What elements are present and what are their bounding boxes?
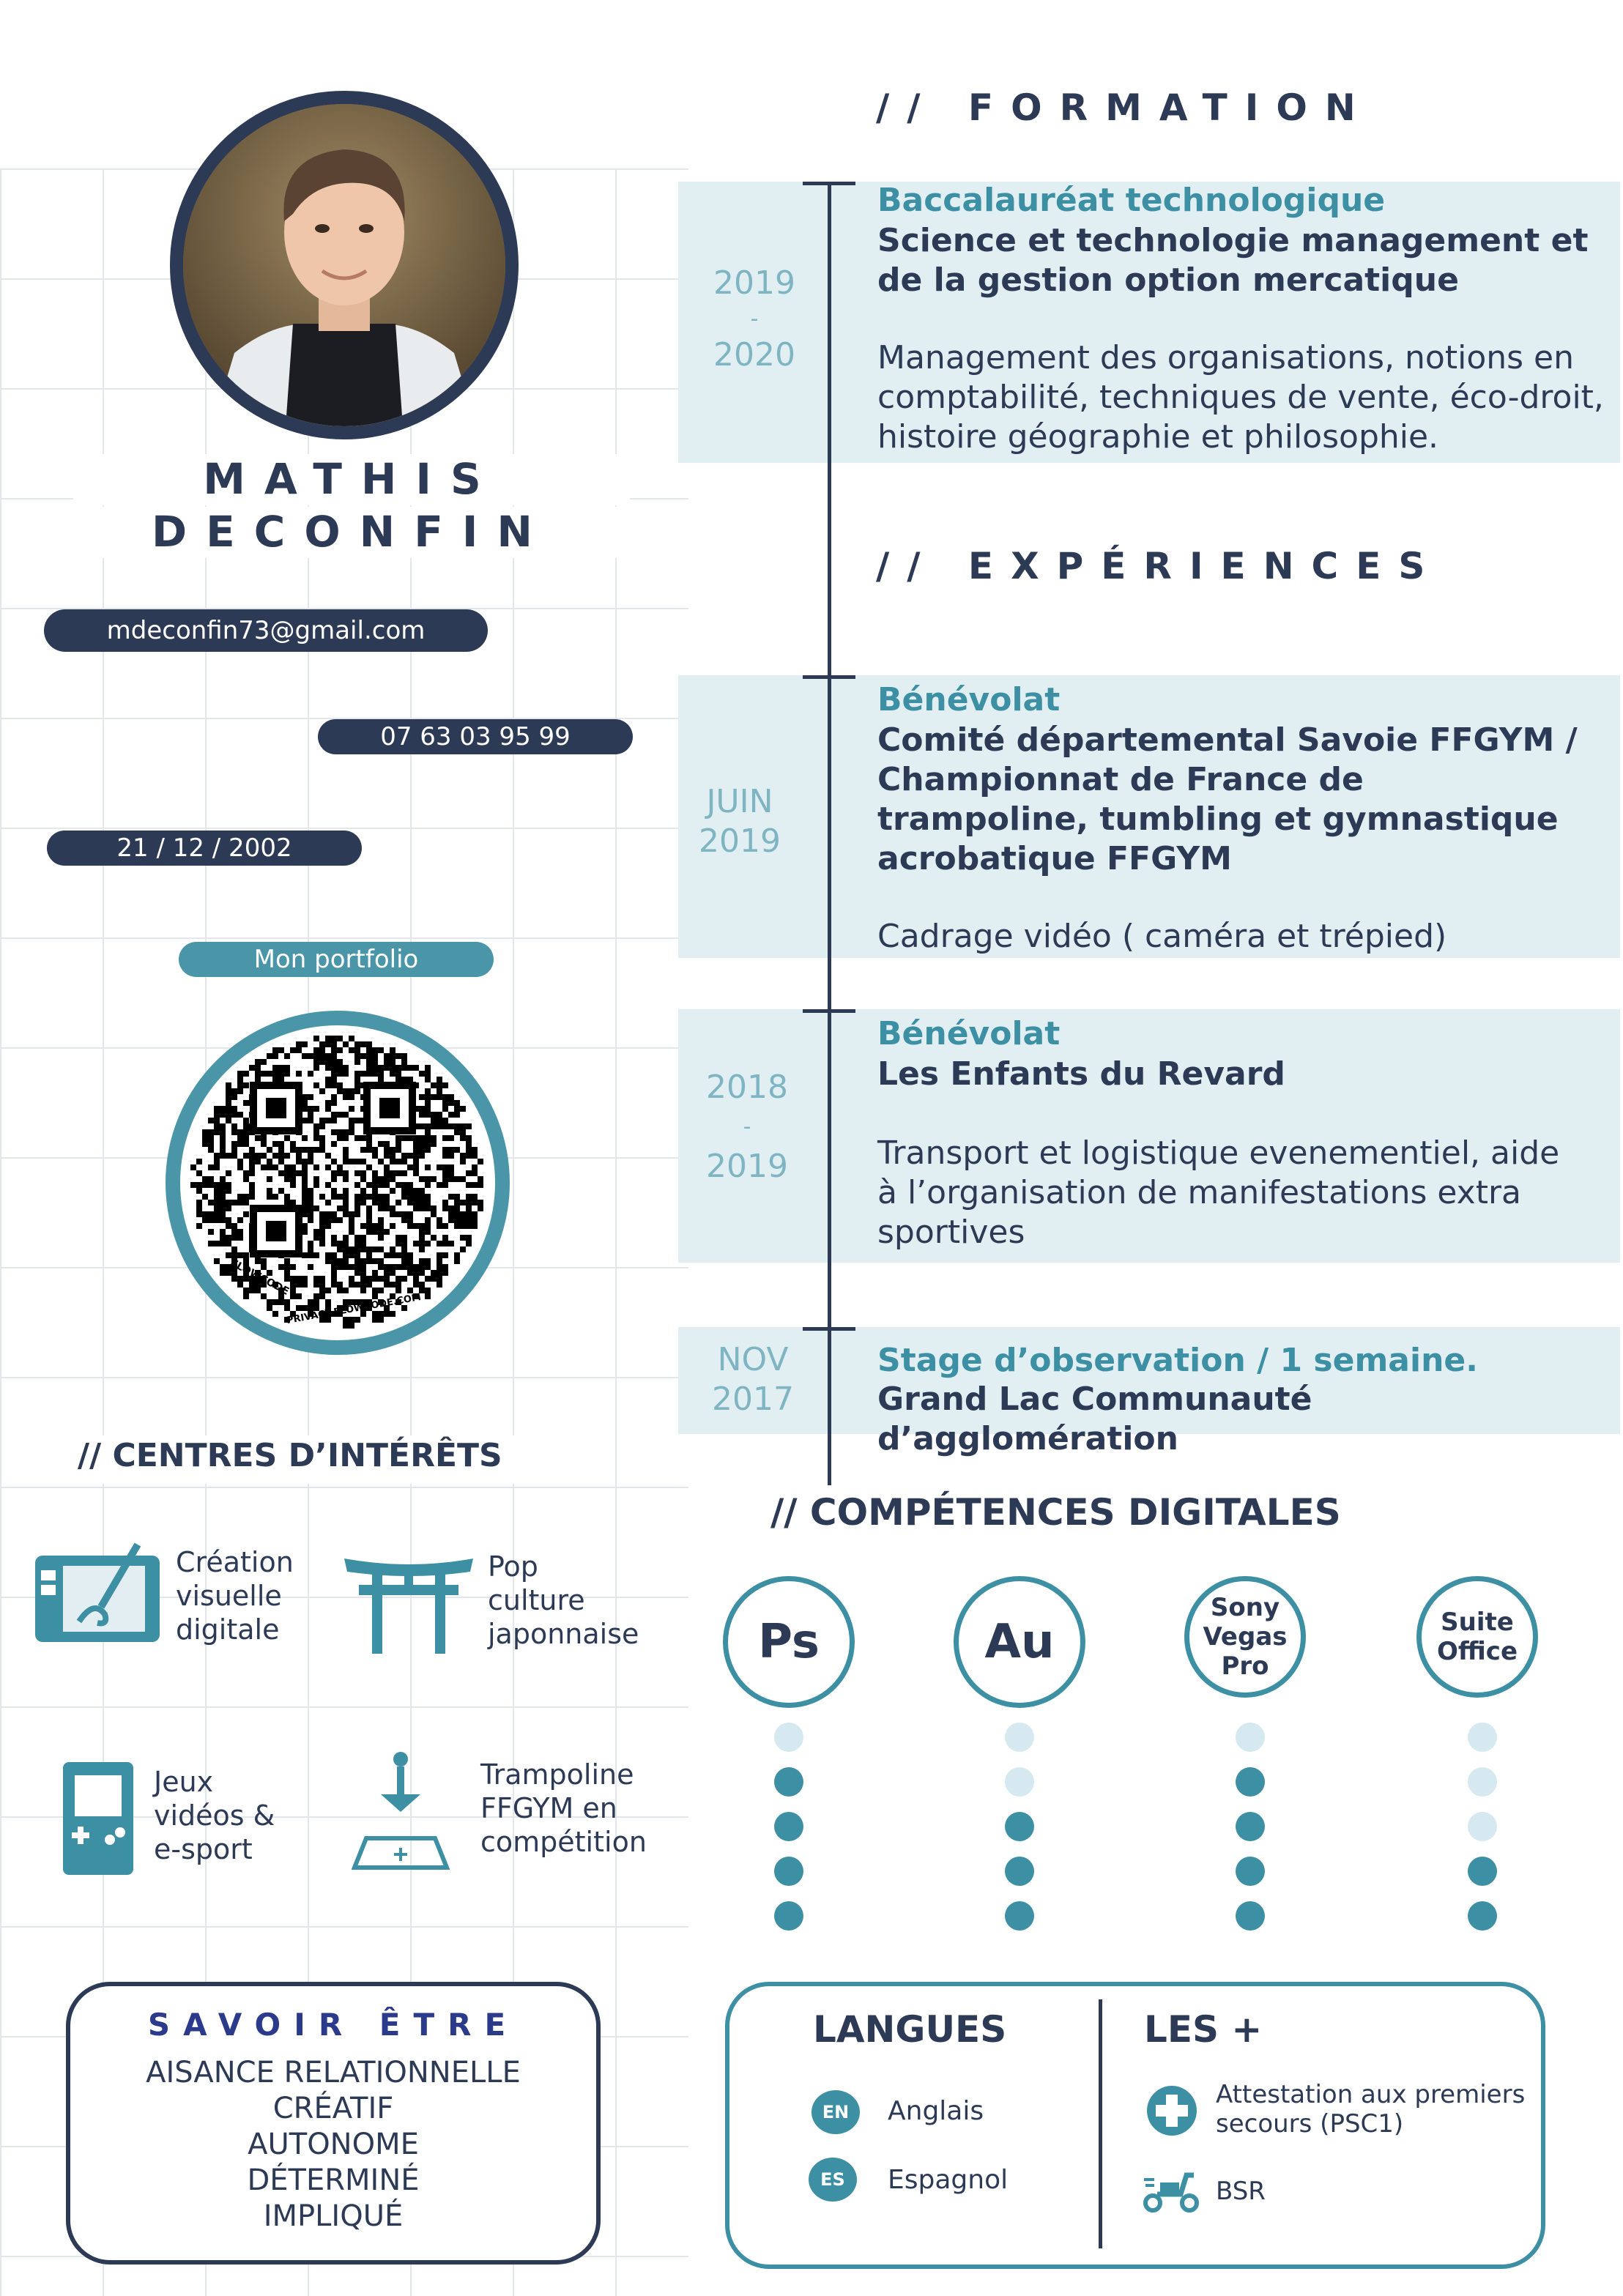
skill-level-dot (1468, 1901, 1497, 1931)
timeline-tick (803, 675, 855, 679)
timeline-tick (803, 1009, 855, 1013)
skill-level-dot (1236, 1767, 1265, 1797)
formation-dates: 2019 - 2020 (713, 264, 795, 374)
language-label-es: Espagnol (888, 2165, 1009, 2195)
skill-level-dot (774, 1901, 803, 1931)
skill-level-dot (1236, 1901, 1265, 1931)
experience-3-title: Stage d’observation / 1 semaine. (877, 1342, 1478, 1379)
savoir-etre-item: DÉTERMINÉ (247, 2163, 420, 2197)
experience-1-subtitle: Comité départemental Savoie FFGYM / Cham… (877, 721, 1578, 877)
experience-1-title: Bénévolat (877, 681, 1061, 718)
experience-1-dates: JUIN 2019 (699, 783, 781, 860)
savoir-etre-item: AUTONOME (248, 2128, 419, 2161)
experience-2-subtitle: Les Enfants du Revard (877, 1055, 1285, 1093)
experiences-heading: // EXPÉRIENCES (876, 545, 1443, 587)
skill-level-dot (774, 1723, 803, 1752)
interest-label-2: Pop culture japonnaise (488, 1550, 639, 1650)
timeline-line (828, 182, 831, 1485)
interest-label-4: Trampoline FFGYM en compétition (480, 1758, 647, 1858)
skill-suite-office: Suite Office (1416, 1576, 1538, 1698)
skill-level-dot (1468, 1857, 1497, 1886)
experience-band-1 (678, 675, 1620, 958)
language-label-en: Anglais (888, 2096, 984, 2126)
skill-level-dot (1236, 1812, 1265, 1841)
competences-heading: // COMPÉTENCES DIGITALES (770, 1491, 1341, 1534)
savoir-etre-item: CRÉATIF (272, 2092, 394, 2125)
skill-level-dot (1468, 1723, 1497, 1752)
skill-level-dot (1005, 1812, 1034, 1841)
formation-heading: // FORMATION (876, 86, 1373, 129)
savoir-etre-item: AISANCE RELATIONNELLE (146, 2056, 521, 2089)
scooter-icon (1143, 2165, 1201, 2213)
experience-2-description: Transport et logistique evenementiel, ai… (877, 1134, 1560, 1251)
first-name: MATHIS (73, 454, 630, 505)
en-badge-icon: EN (812, 2090, 860, 2134)
langues-plus-box (725, 1982, 1545, 2269)
skill-ps: Ps (723, 1576, 855, 1708)
es-badge-icon: ES (809, 2158, 857, 2202)
savoir-etre-heading: SAVOIR ÊTRE (147, 2007, 519, 2043)
savoir-etre-list: AISANCE RELATIONNELLE CRÉATIF AUTONOME D… (70, 2055, 596, 2234)
portfolio-qr-code[interactable] (166, 1011, 510, 1355)
experience-1-description: Cadrage vidéo ( caméra et trépied) (877, 918, 1447, 955)
torii-gate-icon (344, 1553, 473, 1654)
experience-band-3 (678, 1327, 1620, 1434)
experience-3-subtitle: Grand Lac Communauté d’agglomération (877, 1381, 1312, 1457)
experience-2-dates: 2018 - 2019 (706, 1069, 788, 1185)
skill-level-dot (1468, 1812, 1497, 1841)
skill-level-dot (1468, 1767, 1497, 1797)
experiences-heading-bg (864, 542, 1509, 601)
email-pill[interactable]: mdeconfin73@gmail.com (44, 609, 488, 652)
profile-photo (170, 91, 519, 439)
portfolio-pill[interactable]: Mon portfolio (179, 942, 494, 977)
interests-heading: // CENTRES D’INTÉRÊTS (78, 1437, 502, 1474)
interests-heading-bg (66, 1435, 608, 1484)
experience-2-title: Bénévolat (877, 1015, 1061, 1052)
skill-au: Au (954, 1576, 1085, 1708)
skill-level-dot (774, 1767, 803, 1797)
skill-level-dot (774, 1812, 803, 1841)
plus-item-psc1: Attestation aux premiers secours (PSC1) (1216, 2080, 1526, 2139)
formation-band (678, 182, 1620, 463)
interest-label-3: Jeux vidéos & e-sport (154, 1766, 275, 1865)
savoir-etre-box (66, 1982, 601, 2265)
formation-subtitle: Science et technologie management et de … (877, 222, 1589, 299)
timeline-tick (803, 182, 855, 185)
plus-item-bsr: BSR (1216, 2177, 1266, 2206)
portrait-image (183, 104, 505, 426)
skill-level-dot (1005, 1901, 1034, 1931)
experience-3-dates: NOV 2017 (712, 1341, 794, 1418)
trampoline-icon (351, 1750, 450, 1875)
timeline-tick (803, 1327, 855, 1331)
phone-pill[interactable]: 07 63 03 95 99 (318, 719, 633, 754)
langues-heading: LANGUES (813, 2008, 1007, 2051)
skill-level-dot (1005, 1723, 1034, 1752)
skill-level-dot (774, 1857, 803, 1886)
skill-level-dot (1005, 1767, 1034, 1797)
savoir-etre-item: IMPLIQUÉ (263, 2199, 404, 2233)
plus-heading: LES + (1144, 2008, 1263, 2051)
drawing-tablet-icon (35, 1541, 161, 1643)
formation-title: Baccalauréat technologique (877, 182, 1386, 219)
skill-level-dot (1005, 1857, 1034, 1886)
skill-level-dot (1236, 1857, 1265, 1886)
formation-description: Management des organisations, notions en… (877, 339, 1604, 456)
qr-code-icon (190, 1036, 483, 1329)
first-aid-cross-icon (1145, 2084, 1198, 2137)
experience-band-2 (678, 1009, 1620, 1263)
skill-level-dot (1236, 1723, 1265, 1752)
birthdate-pill: 21 / 12 / 2002 (47, 831, 362, 866)
last-name: DECONFIN (73, 507, 630, 558)
interest-label-1: Création visuelle digitale (176, 1546, 294, 1646)
box-divider (1099, 1999, 1102, 2248)
skill-sony-vegas-pro: Sony Vegas Pro (1184, 1576, 1306, 1698)
game-console-icon (63, 1762, 133, 1875)
